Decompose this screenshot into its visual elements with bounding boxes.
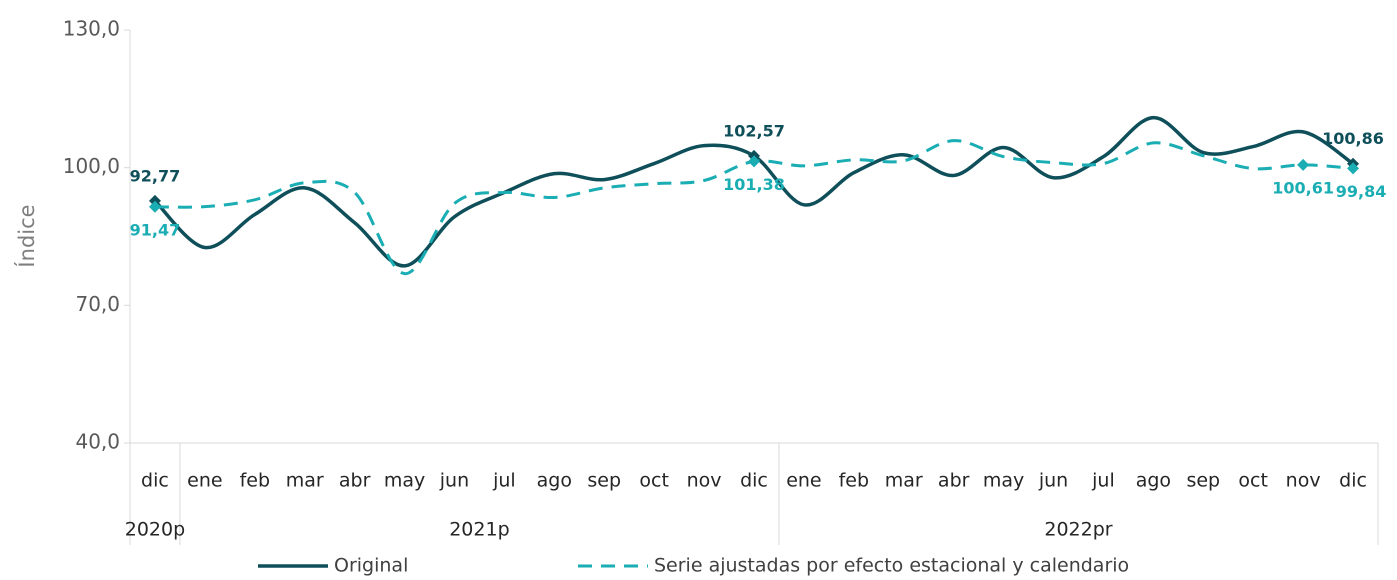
- x-tick-label: ene: [786, 470, 821, 492]
- x-tick-label: mar: [286, 470, 324, 492]
- x-tick-label: dic: [1339, 470, 1367, 492]
- x-tick-label: jul: [1091, 470, 1115, 492]
- x-tick-label: jun: [439, 470, 469, 492]
- group-label: 2021p: [449, 519, 509, 541]
- x-tick-label: oct: [639, 470, 669, 492]
- x-tick-label: may: [384, 470, 425, 492]
- x-tick-label: nov: [1286, 470, 1321, 492]
- group-label: 2022pr: [1044, 519, 1112, 541]
- y-tick-label: 70,0: [75, 292, 120, 316]
- x-tick-label: dic: [740, 470, 768, 492]
- x-tick-label: nov: [687, 470, 722, 492]
- series-line: [154, 139, 1354, 276]
- point-marker: [748, 155, 760, 168]
- x-tick-label: feb: [240, 470, 270, 492]
- point-marker: [1297, 158, 1310, 171]
- data-label: 100,61: [1272, 178, 1334, 197]
- x-tick-label: oct: [1238, 470, 1268, 492]
- y-axis-title: Índice: [14, 204, 39, 267]
- x-tick-label: sep: [587, 470, 621, 492]
- data-label: 101,38: [723, 175, 785, 194]
- y-tick-label: 100,0: [63, 154, 120, 178]
- x-tick-label: dic: [141, 470, 169, 492]
- data-label: 99,84: [1336, 182, 1387, 201]
- x-tick-label: sep: [1186, 470, 1220, 492]
- group-label: 2020p: [125, 519, 185, 541]
- point-marker: [148, 200, 161, 213]
- y-tick-label: 130,0: [63, 17, 120, 41]
- data-label: 100,86: [1322, 129, 1384, 148]
- x-tick-label: ago: [1136, 470, 1171, 492]
- x-tick-label: ago: [537, 470, 572, 492]
- x-tick-label: abr: [339, 470, 371, 492]
- x-tick-label: jul: [492, 470, 516, 492]
- x-tick-label: ene: [187, 470, 222, 492]
- x-tick-label: mar: [885, 470, 923, 492]
- x-tick-label: abr: [938, 470, 970, 492]
- x-tick-label: may: [983, 470, 1024, 492]
- point-marker: [1347, 162, 1360, 175]
- legend-label: Serie ajustadas por efecto estacional y …: [654, 555, 1129, 577]
- x-tick-label: feb: [839, 470, 869, 492]
- legend-label: Original: [334, 555, 408, 577]
- data-label: 92,77: [130, 166, 181, 185]
- x-tick-label: jun: [1038, 470, 1068, 492]
- data-label: 102,57: [723, 121, 785, 140]
- y-tick-label: 40,0: [75, 430, 120, 454]
- data-label: 91,47: [130, 220, 181, 239]
